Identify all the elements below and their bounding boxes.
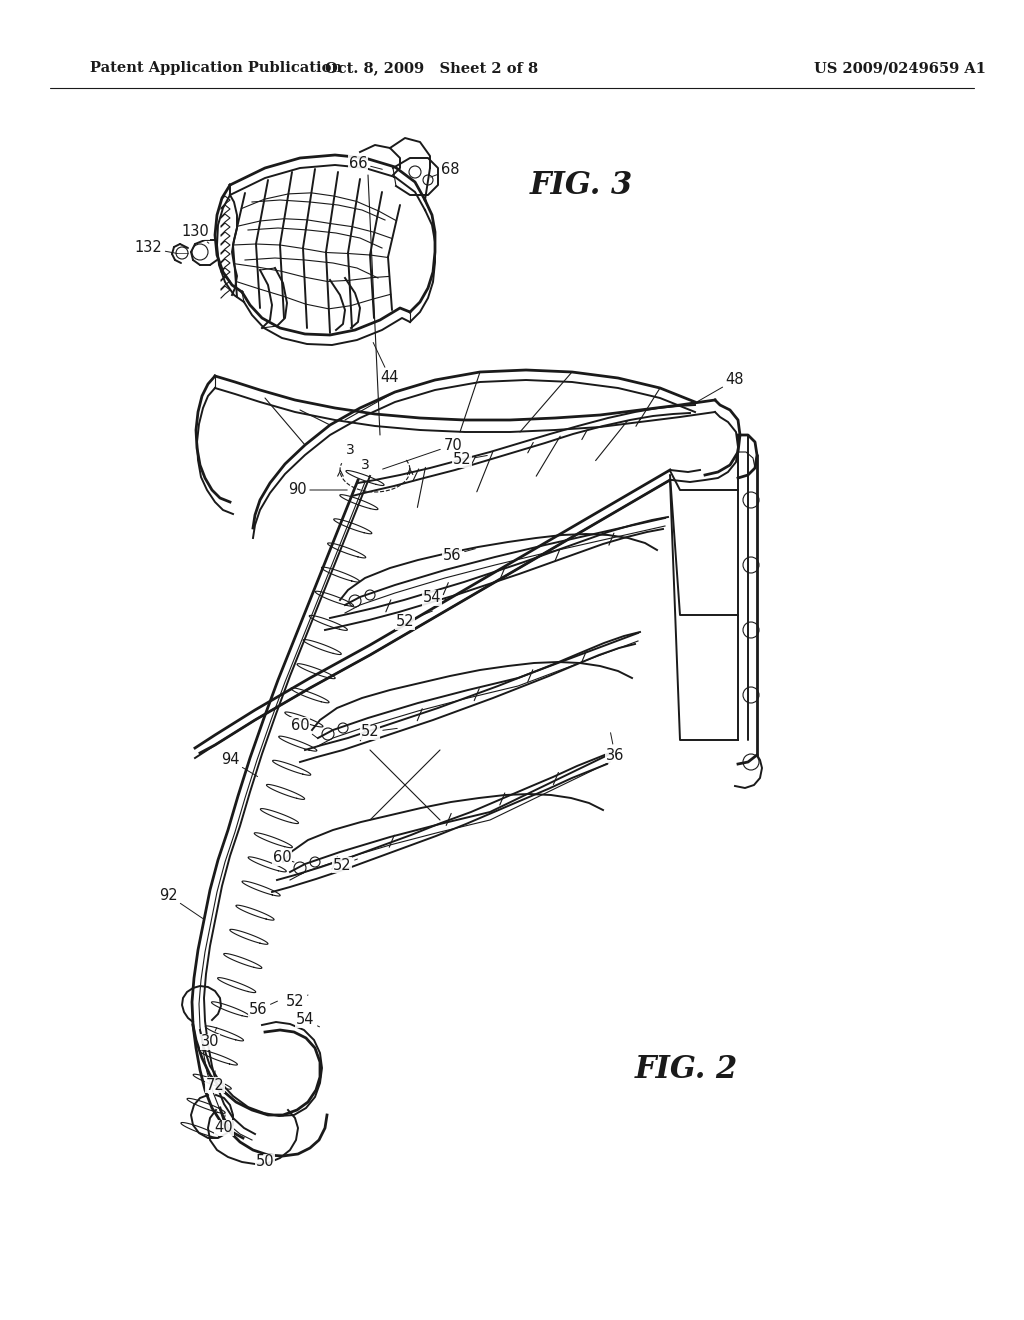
Text: 52: 52 — [395, 611, 432, 630]
Text: 90: 90 — [288, 483, 347, 498]
Text: 56: 56 — [249, 1001, 278, 1018]
Text: 36: 36 — [606, 733, 625, 763]
Text: 52: 52 — [333, 858, 357, 873]
Text: 3: 3 — [360, 458, 370, 473]
Text: 66: 66 — [349, 156, 382, 170]
Text: 72: 72 — [206, 1071, 224, 1093]
Text: Patent Application Publication: Patent Application Publication — [90, 61, 342, 75]
Text: 52: 52 — [453, 453, 487, 467]
Text: FIG. 3: FIG. 3 — [530, 169, 633, 201]
Text: 68: 68 — [431, 162, 459, 177]
Text: 48: 48 — [697, 372, 744, 401]
Text: 52: 52 — [286, 994, 308, 1010]
Text: 60: 60 — [272, 850, 294, 866]
Text: 94: 94 — [221, 752, 258, 776]
Text: 54: 54 — [423, 590, 447, 606]
Text: 60: 60 — [291, 718, 317, 738]
Text: 54: 54 — [296, 1012, 319, 1027]
Text: 30: 30 — [201, 1027, 219, 1049]
Text: 70: 70 — [383, 437, 463, 469]
Text: 52: 52 — [360, 725, 397, 739]
Text: US 2009/0249659 A1: US 2009/0249659 A1 — [814, 61, 986, 75]
Text: FIG. 2: FIG. 2 — [635, 1055, 738, 1085]
Text: 50: 50 — [256, 1155, 274, 1170]
Text: 130: 130 — [181, 224, 209, 243]
Text: 56: 56 — [442, 548, 475, 562]
Text: 44: 44 — [373, 342, 399, 385]
Text: Oct. 8, 2009   Sheet 2 of 8: Oct. 8, 2009 Sheet 2 of 8 — [326, 61, 539, 75]
Text: 3: 3 — [346, 444, 354, 457]
Text: 92: 92 — [159, 887, 203, 919]
Text: 40: 40 — [215, 1115, 233, 1135]
Text: 132: 132 — [134, 240, 177, 256]
